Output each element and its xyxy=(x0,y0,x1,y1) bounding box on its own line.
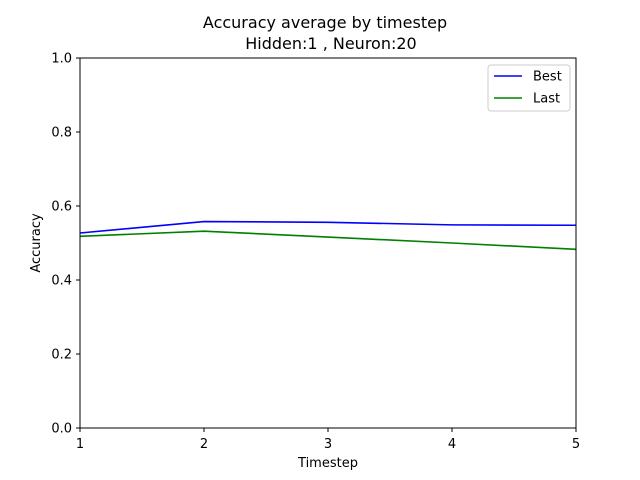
plot-background xyxy=(80,58,576,428)
y-tick-label: 0.2 xyxy=(51,348,72,363)
y-axis-label: Accuracy xyxy=(29,213,44,273)
x-tick-label: 5 xyxy=(572,437,580,452)
y-tick-label: 0.8 xyxy=(51,126,72,141)
y-tick-label: 1.0 xyxy=(51,52,72,67)
chart-title: Accuracy average by timestep xyxy=(203,13,447,32)
chart-subtitle: Hidden:1 , Neuron:20 xyxy=(245,34,416,53)
y-tick-label: 0.4 xyxy=(51,274,72,289)
series-line-last xyxy=(79,230,577,251)
legend-label-best: Best xyxy=(533,70,562,85)
x-axis-label: Timestep xyxy=(297,456,358,471)
x-axis-ticks: 1 2 3 4 5 xyxy=(76,428,580,452)
legend: Best Last xyxy=(487,64,571,112)
x-tick-label: 3 xyxy=(324,437,332,452)
y-tick-label: 0.0 xyxy=(51,422,72,437)
x-tick-label: 1 xyxy=(76,437,84,452)
legend-label-last: Last xyxy=(533,92,560,107)
x-tick-label: 4 xyxy=(448,437,456,452)
y-axis-ticks: 0.0 0.2 0.4 0.6 0.8 1.0 xyxy=(51,52,80,437)
series-layer xyxy=(79,220,577,251)
plot-area xyxy=(80,58,576,428)
y-tick-label: 0.6 xyxy=(51,200,72,215)
x-tick-label: 2 xyxy=(200,437,208,452)
series-line-best xyxy=(79,220,577,234)
